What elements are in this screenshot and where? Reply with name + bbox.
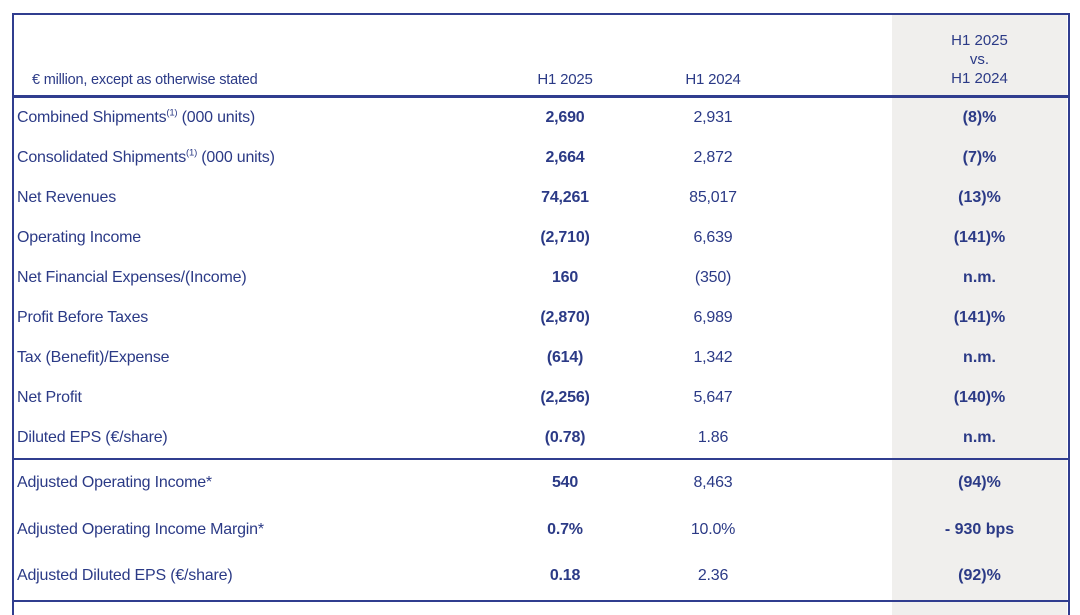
row-label: Operating Income [17, 228, 141, 246]
col-header-change: H1 2025 vs. H1 2024 [892, 15, 1067, 95]
value-h1-2025: (2,256) [540, 388, 590, 406]
value-h1-2025: 540 [551, 474, 579, 492]
table-row: Consolidated Shipments(1) (000 units) 2,… [14, 137, 1068, 178]
value-change: (141)% [892, 297, 1067, 338]
table-row: Adjusted Diluted EPS (€/share) 0.18 2.36… [14, 553, 1068, 600]
value-change: - 930 bps [892, 506, 1067, 553]
value-h1-2025: 160 [551, 268, 579, 286]
value-h1-2025: 2,664 [545, 148, 585, 166]
value-change: (140)% [892, 377, 1067, 418]
table-header-row: € million, except as otherwise stated H1… [14, 15, 1068, 95]
value-h1-2024: 2,931 [693, 108, 733, 126]
row-label: Adjusted Operating Income Margin* [17, 520, 264, 538]
value-change: (94)% [892, 460, 1067, 507]
footnote-marker: (1) [186, 147, 198, 159]
value-h1-2024: 1.86 [697, 428, 729, 446]
row-label: Net Profit [17, 388, 82, 406]
table-row: Tax (Benefit)/Expense (614) 1,342 n.m. [14, 337, 1068, 378]
row-label: Profit Before Taxes [17, 308, 149, 326]
value-h1-2024: 6,639 [693, 228, 733, 246]
table-row: Adjusted Operating Income* 540 8,463 (94… [14, 460, 1068, 507]
value-h1-2025: (614) [546, 348, 584, 366]
table-continuation-stub [14, 602, 1068, 615]
financial-summary-table: € million, except as otherwise stated H1… [12, 13, 1070, 615]
value-h1-2024: 2.36 [697, 567, 729, 585]
value-h1-2024: 10.0% [690, 520, 736, 538]
col-header-h1-2025: H1 2025 [537, 71, 593, 88]
value-h1-2025: 0.7% [547, 520, 583, 538]
table-row: Combined Shipments(1) (000 units) 2,690 … [14, 97, 1068, 138]
value-change: (13)% [892, 177, 1067, 218]
value-change: n.m. [892, 257, 1067, 298]
value-change: (92)% [892, 553, 1067, 600]
value-change: n.m. [892, 417, 1067, 458]
change-header-line: H1 2025 [951, 32, 1008, 49]
row-label: Consolidated Shipments(1) (000 units) [17, 147, 275, 166]
value-h1-2024: 6,989 [693, 308, 733, 326]
value-h1-2024: 85,017 [689, 188, 737, 206]
value-h1-2024: 2,872 [693, 148, 733, 166]
change-header-line: H1 2024 [951, 70, 1008, 87]
value-h1-2024: 1,342 [693, 348, 733, 366]
header-divider [14, 95, 1068, 98]
bottom-divider [14, 599, 1068, 602]
value-change: (141)% [892, 217, 1067, 258]
value-h1-2025: 0.18 [549, 567, 581, 585]
table-row: Net Profit (2,256) 5,647 (140)% [14, 377, 1068, 418]
row-label: Net Financial Expenses/(Income) [17, 268, 247, 286]
value-h1-2025: (2,710) [540, 228, 590, 246]
main-metrics-section: Combined Shipments(1) (000 units) 2,690 … [14, 97, 1068, 458]
row-label: Tax (Benefit)/Expense [17, 348, 170, 366]
change-header-line: vs. [969, 51, 990, 68]
value-h1-2025: (2,870) [540, 308, 590, 326]
value-h1-2025: 74,261 [541, 188, 589, 206]
value-change: (8)% [892, 97, 1067, 138]
value-change: (7)% [892, 137, 1067, 178]
row-label: Adjusted Operating Income* [17, 474, 212, 492]
row-label: Combined Shipments(1) (000 units) [17, 107, 256, 126]
col-header-h1-2024: H1 2024 [685, 71, 741, 88]
value-h1-2024: 8,463 [693, 474, 733, 492]
row-label: Adjusted Diluted EPS (€/share) [17, 567, 233, 585]
table-row: Net Revenues 74,261 85,017 (13)% [14, 177, 1068, 218]
adjusted-metrics-section: Adjusted Operating Income* 540 8,463 (94… [14, 460, 1068, 600]
value-change: n.m. [892, 337, 1067, 378]
value-h1-2024: 5,647 [693, 388, 733, 406]
header-spacer [787, 88, 892, 95]
row-label: Diluted EPS (€/share) [17, 428, 168, 446]
adjusted-section-divider [14, 457, 1068, 460]
unit-note: € million, except as otherwise stated [32, 72, 258, 88]
row-label: Net Revenues [17, 188, 116, 206]
table-row: Diluted EPS (€/share) (0.78) 1.86 n.m. [14, 417, 1068, 458]
value-h1-2024: (350) [694, 268, 732, 286]
table-row: Adjusted Operating Income Margin* 0.7% 1… [14, 506, 1068, 553]
value-h1-2025: (0.78) [544, 428, 586, 446]
value-h1-2025: 2,690 [545, 108, 585, 126]
footnote-marker: (1) [166, 107, 178, 119]
table-row: Operating Income (2,710) 6,639 (141)% [14, 217, 1068, 258]
table-row: Net Financial Expenses/(Income) 160 (350… [14, 257, 1068, 298]
table-row: Profit Before Taxes (2,870) 6,989 (141)% [14, 297, 1068, 338]
